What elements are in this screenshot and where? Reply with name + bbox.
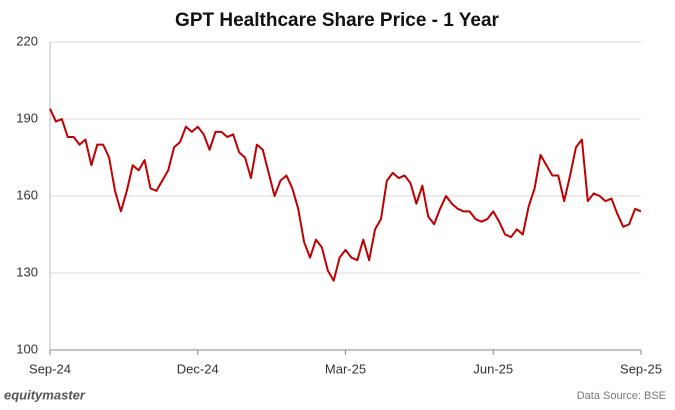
brand: equitymaster <box>4 387 86 402</box>
y-tick-label: 100 <box>16 341 38 356</box>
source: Data Source: BSE <box>577 390 666 402</box>
x-tick-label: Mar-25 <box>325 361 366 376</box>
x-tick-label: Dec-24 <box>177 361 219 376</box>
y-tick-label: 220 <box>16 33 38 48</box>
x-tick-label: Sep-25 <box>620 361 662 376</box>
x-tick-label: Sep-24 <box>29 361 71 376</box>
y-tick-label: 130 <box>16 264 38 279</box>
y-tick-label: 190 <box>16 110 38 125</box>
chart-title: GPT Healthcare Share Price - 1 Year <box>175 10 499 31</box>
x-tick-label: Jun-25 <box>473 361 513 376</box>
price-line <box>49 108 642 282</box>
y-tick-label: 160 <box>16 187 38 202</box>
